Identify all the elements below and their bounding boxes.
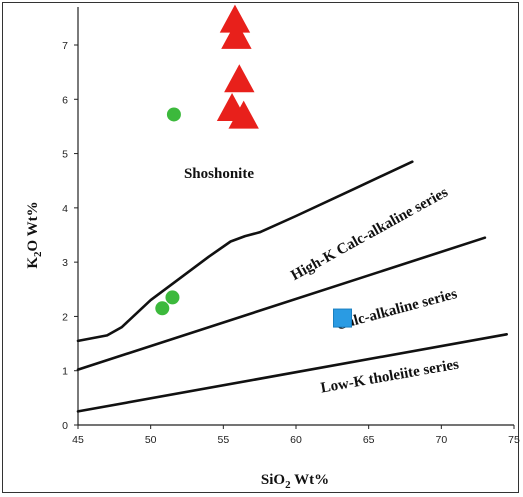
y-tick-label: 0 [62, 420, 68, 432]
boundary-line-3 [76, 333, 508, 413]
x-tick-label: 60 [290, 434, 302, 446]
x-tick-label: 55 [217, 434, 229, 446]
y-tick-label: 2 [62, 311, 68, 323]
circle-point [166, 107, 181, 122]
y-tick-label: 3 [62, 257, 68, 269]
x-tick-label: 65 [363, 434, 375, 446]
boundary-line-2 [76, 236, 487, 371]
field-label-2: High-K Calc-alkaline series [289, 184, 451, 284]
field-boundaries [76, 160, 508, 413]
field-label-3: Calc-alkaline series [334, 286, 459, 334]
x-tick-label: 70 [435, 434, 447, 446]
data-markers [155, 4, 353, 328]
x-axis-title: SiO2 Wt% [261, 472, 329, 491]
y-tick-label: 6 [62, 94, 68, 106]
circle-point [155, 301, 170, 316]
triangle-point [228, 100, 259, 129]
chart-frame: 45 50 55 60 65 70 75 0 1 2 3 4 5 6 7 Shoshonite High-K … [2, 2, 520, 493]
x-tick-label: 75 [508, 434, 520, 446]
triangle-point [219, 4, 251, 33]
y-tick-label: 5 [62, 149, 68, 161]
y-axis-title: K2O Wt% [25, 201, 44, 268]
field-label-1: Shoshonite [184, 166, 254, 182]
boundary-line-1 [76, 160, 414, 343]
field-labels: Shoshonite High-K Calc-alkaline seriesCal… [184, 166, 460, 397]
y-tick-label: 1 [62, 366, 68, 378]
x-tick-label: 45 [72, 434, 84, 446]
field-label-4: Low-K tholeiite series [319, 356, 460, 396]
triangle-point [221, 20, 252, 49]
square-point [333, 308, 353, 328]
triangle-point [224, 64, 255, 93]
x-tick-label: 50 [145, 434, 157, 446]
y-tick-label: 4 [62, 203, 68, 215]
circle-point [165, 290, 180, 305]
y-tick-label: 7 [62, 40, 68, 52]
